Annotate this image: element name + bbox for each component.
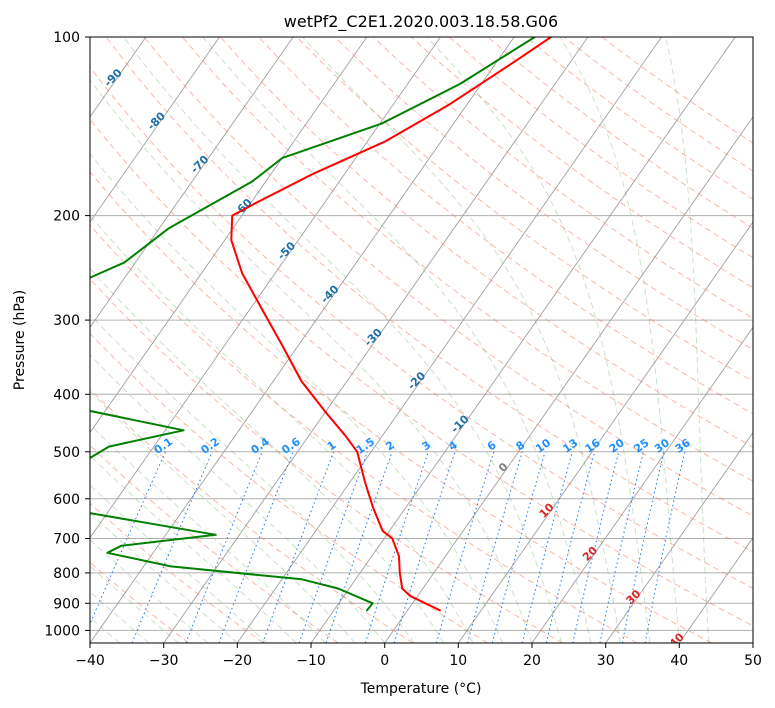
mixing-ratio-line [621,451,665,643]
moist-adiabat [90,390,356,643]
dry-adiabat [105,37,753,553]
moist-adiabat [665,37,710,643]
isotherm-line [457,221,753,643]
y-tick-label: 600 [53,492,80,508]
y-tick-label: 700 [53,532,80,548]
x-tick-label: 0 [380,653,389,669]
moist-adiabat [90,424,327,643]
y-tick-label: 500 [53,445,80,461]
sounding-series [90,37,552,612]
dry-adiabat [143,37,753,517]
y-tick-label: 300 [53,313,80,329]
y-tick-label: 200 [53,209,80,225]
dry-adiabat [90,278,563,643]
background-lines [90,37,753,643]
isotherm-line [90,37,441,539]
y-tick-label: 800 [53,566,80,582]
moist-adiabat [90,484,268,643]
mixing-ratio-line [364,451,429,643]
moist-adiabat [90,267,445,643]
x-tick-label: −40 [75,653,105,669]
mixing-ratio-line [218,451,294,643]
mixing-ratio-line [644,451,686,643]
moist-adiabat [202,37,592,643]
x-axis: −40 −30 −20 −10 0 10 20 30 40 50 [75,643,762,669]
dry-adiabat [90,224,638,643]
isotherm-line [310,37,736,643]
moist-adiabat [559,37,680,643]
x-tick-label: 50 [744,653,762,669]
isotherm-line [531,326,753,643]
y-tick-label: 900 [53,596,80,612]
x-tick-label: −10 [296,653,326,669]
moist-adiabat [90,214,474,643]
moist-adiabat [90,565,179,643]
moist-adiabat [90,455,297,643]
isotherm-line [605,431,753,643]
moist-adiabat [90,152,503,643]
x-tick-label: 40 [670,653,688,669]
x-tick-label: 20 [523,653,541,669]
dry-adiabat [220,37,753,448]
moist-adiabat [302,37,621,643]
y-tick-label: 1000 [44,623,80,639]
x-axis-label: Temperature (°C) [360,681,482,697]
isotherm-line [90,37,294,329]
isotherm-line [384,116,753,643]
y-tick-label: 100 [53,30,80,46]
plot-frame [89,36,754,644]
mixing-ratio-line [435,451,495,643]
moist-adiabat [90,539,209,643]
dry-adiabat [90,118,753,627]
x-tick-label: −20 [223,653,253,669]
moist-adiabat [426,37,651,643]
y-axis-label: Pressure (hPa) [12,290,28,390]
y-tick-label: 400 [53,387,80,403]
x-tick-label: 30 [597,653,615,669]
dry-adiabat [90,332,488,643]
x-tick-label: −30 [149,653,179,669]
isotherm-line [236,37,662,643]
moist-adiabat [90,79,533,643]
mixing-ratio-line [467,451,523,643]
dry-adiabat [90,171,712,643]
dry-adiabat [90,66,753,589]
dry-adiabat [90,444,339,643]
isotherm-line [90,37,220,223]
moist-adiabat [90,313,415,643]
dry-adiabat [90,388,414,643]
moist-adiabat [90,354,386,643]
isotherm-line [90,37,368,434]
mixing-ratio-line [491,451,546,643]
moist-adiabat [90,512,238,643]
moist-adiabat [123,37,562,643]
y-axis: 100 200 300 400 500 600 700 800 900 1000 [44,30,90,639]
temperature-profile-line [230,37,552,612]
dry-adiabat [258,37,753,415]
dry-adiabat [296,37,753,382]
isotherm-line [678,536,753,643]
dewpoint-profile-line [90,37,536,612]
isotherm-line [163,37,589,643]
mixing-ratio-line [393,451,456,643]
x-tick-label: 10 [449,653,467,669]
chart-title: wetPf2_C2E1.2020.003.18.58.G06 [284,12,558,32]
plot-area: 0.10.20.40.611.52346810131620253036-100-… [90,37,753,643]
mixing-ratio-line [262,451,335,643]
dry-adiabat [90,502,264,643]
dry-adiabat [410,37,753,289]
